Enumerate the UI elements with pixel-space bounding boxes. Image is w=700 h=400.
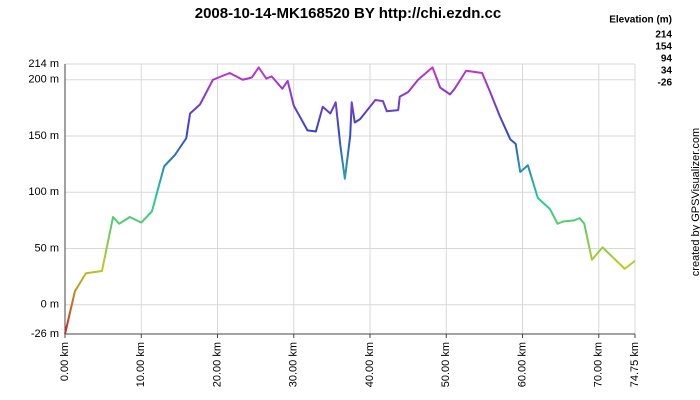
y-tick-label: 0 m [41, 299, 59, 311]
chart-title: 2008-10-14-MK168520 BY http://chi.ezdn.c… [195, 5, 502, 22]
credit: created by GPSVisualizer.com [690, 128, 700, 276]
x-tick-label: 30.00 km [288, 342, 300, 387]
y-tick-label: 50 m [35, 242, 59, 254]
y-tick-label: -26 m [31, 328, 59, 340]
x-tick-label: 20.00 km [211, 342, 223, 387]
x-tick-label: 60.00 km [516, 342, 528, 387]
legend-entry: 34 [661, 66, 673, 77]
legend-entry: 214 [655, 30, 672, 41]
x-tick-label: 40.00 km [364, 342, 376, 387]
y-tick-label: 150 m [28, 130, 59, 142]
x-tick-label: 74.75 km [629, 342, 641, 387]
x-tick-label: 50.00 km [440, 342, 452, 387]
elevation-line [64, 66, 636, 335]
legend-entry: 94 [661, 54, 673, 65]
x-tick-label: 70.00 km [593, 342, 605, 387]
x-tick-label: 10.00 km [135, 342, 147, 387]
legend-title: Elevation (m) [609, 15, 672, 26]
legend-entry: -26 [658, 78, 673, 89]
x-tick-label: 0.00 km [59, 342, 71, 381]
legend-entry: 154 [655, 42, 672, 53]
y-tick-label: 100 m [28, 186, 59, 198]
y-tick-label: 214 m [28, 58, 59, 70]
y-tick-label: 200 m [28, 74, 59, 86]
